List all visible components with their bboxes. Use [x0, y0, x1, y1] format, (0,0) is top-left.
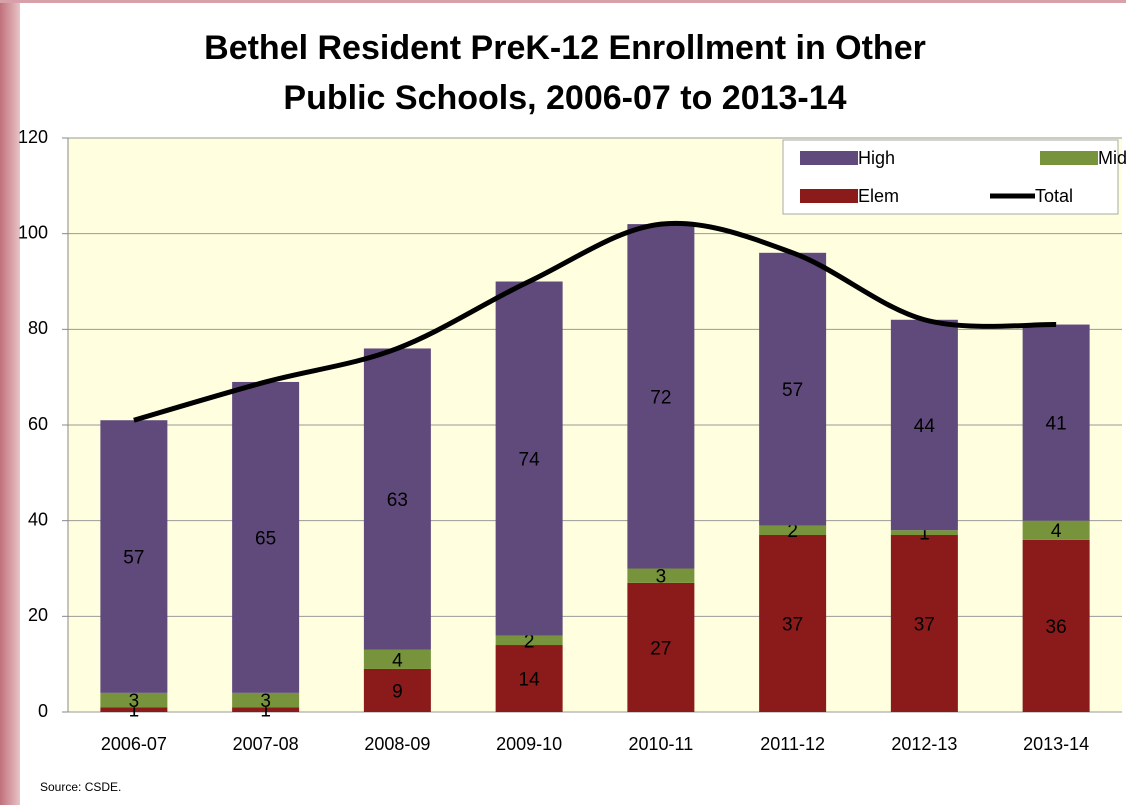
bar-segment [1022, 539, 1090, 712]
x-tick-label: 2006-07 [101, 734, 167, 754]
bar-segment [627, 568, 695, 583]
legend-swatch [800, 189, 858, 203]
chart-title: Bethel Resident PreK-12 Enrollment in Ot… [204, 29, 926, 67]
data-label: 74 [519, 449, 541, 470]
data-label: 2 [787, 521, 798, 542]
y-tick-label: 40 [28, 509, 48, 529]
legend-label: High [858, 148, 895, 168]
y-tick-label: 80 [28, 318, 48, 338]
data-label: 63 [387, 490, 408, 511]
y-tick-label: 60 [28, 414, 48, 434]
data-label: 1 [260, 701, 271, 722]
bar-segment [1022, 324, 1090, 521]
x-tick-label: 2010-11 [629, 734, 694, 754]
source: Source: CSDE. [40, 780, 121, 794]
data-label: 9 [392, 681, 403, 702]
legend-swatch [800, 151, 858, 165]
data-label: 3 [656, 567, 667, 588]
legend-label: Elem [858, 186, 899, 206]
data-label: 65 [255, 528, 276, 549]
bar-segment [363, 668, 431, 712]
bar-segment [759, 252, 827, 526]
data-label: 37 [914, 615, 935, 636]
x-tick-label: 2009-10 [496, 734, 562, 754]
legend: High Middle Elem Total [782, 139, 1126, 215]
bar-segment [759, 535, 827, 712]
bar-segment [890, 530, 958, 536]
data-label: 1 [129, 701, 140, 722]
data-label: 3 [260, 691, 271, 712]
bar-segment [100, 692, 168, 708]
data-label: 72 [650, 387, 671, 408]
edge-strip [0, 0, 20, 805]
bar-segment [627, 224, 695, 569]
bar-segment [363, 348, 431, 650]
bar-segment [495, 635, 563, 646]
x-tick-label: 2013-14 [1023, 734, 1089, 754]
bar-segment [890, 535, 958, 712]
data-label: 44 [914, 416, 936, 437]
x-tick-label: 2007-08 [233, 734, 299, 754]
bar-segment [232, 381, 300, 693]
bar-segment [495, 645, 563, 712]
edge-top [0, 0, 1126, 3]
bar-segment [232, 692, 300, 708]
data-label: 14 [519, 670, 541, 691]
bar-segment [363, 649, 431, 669]
data-label: 57 [782, 380, 803, 401]
data-label: 27 [650, 638, 671, 659]
y-tick-label: 0 [38, 701, 48, 721]
data-label: 4 [392, 650, 403, 671]
legend-swatch [1040, 151, 1098, 165]
data-label: 57 [123, 548, 144, 569]
legend-label: Total [1035, 186, 1073, 206]
x-tick-label: 2008-09 [364, 734, 430, 754]
bar-segment [627, 582, 695, 712]
data-label: 2 [524, 631, 535, 652]
bar-segment [890, 319, 958, 531]
x-tick-label: 2011-12 [760, 734, 825, 754]
y-tick-label: 100 [18, 222, 48, 242]
bar-segment [495, 281, 563, 636]
data-label: 37 [782, 615, 803, 636]
data-label: 4 [1051, 521, 1062, 542]
y-tick-label: 120 [18, 127, 48, 147]
y-tick-label: 20 [28, 605, 48, 625]
bar-segment [100, 420, 168, 693]
data-label: 36 [1046, 617, 1067, 638]
legend-label: Middle [1098, 148, 1126, 168]
bar-segment [232, 707, 300, 712]
total-line [133, 220, 1057, 423]
x-tick-label: 2012-13 [891, 734, 957, 754]
bar-segment [100, 707, 168, 712]
bar-segment [759, 525, 827, 536]
data-label: 1 [919, 524, 930, 545]
chart-subtitle: Public Schools, 2006-07 to 2013-14 [283, 79, 846, 117]
data-label: 3 [129, 691, 140, 712]
data-label: 41 [1046, 414, 1067, 435]
bar-segment [1022, 520, 1090, 540]
